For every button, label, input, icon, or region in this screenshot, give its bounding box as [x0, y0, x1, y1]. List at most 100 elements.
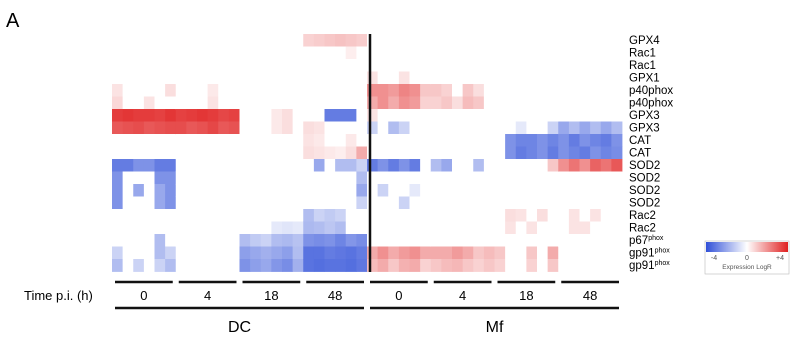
heatmap-cell [271, 34, 283, 47]
heatmap-cell [356, 34, 368, 47]
heatmap-cell [250, 46, 262, 60]
heatmap-cell [505, 246, 517, 260]
heatmap-cell [441, 221, 453, 235]
heatmap-cell [207, 71, 219, 85]
heatmap-cell [250, 121, 262, 135]
heatmap-cell [547, 84, 559, 97]
heatmap-cell [228, 171, 240, 185]
heatmap-cell [313, 159, 325, 172]
heatmap-cell [154, 221, 166, 235]
heatmap-cell [494, 259, 506, 272]
heatmap-cell [313, 34, 325, 47]
heatmap-cell [462, 209, 474, 222]
heatmap-cell [590, 121, 602, 135]
heatmap-cell [611, 184, 623, 197]
heatmap-cell [218, 96, 230, 110]
heatmap-cell [526, 159, 538, 172]
heatmap-cell [409, 159, 421, 172]
heatmap-cell [186, 84, 198, 97]
heatmap-cell [112, 259, 124, 272]
heatmap-cell [367, 246, 379, 260]
heatmap-cell [515, 121, 527, 135]
heatmap-cell [228, 59, 240, 72]
heatmap-cell [590, 146, 602, 160]
heatmap-cell [505, 121, 517, 135]
heatmap-cell [526, 184, 538, 197]
heatmap-cell [228, 196, 240, 210]
heatmap-cell [505, 59, 517, 72]
heatmap-cell [568, 209, 580, 222]
heatmap-cell [122, 234, 134, 247]
heatmap-cell [197, 96, 209, 110]
heatmap-cell [430, 134, 442, 147]
heatmap-cell [473, 246, 485, 260]
heatmap-cell [526, 171, 538, 185]
heatmap-cell [154, 209, 166, 222]
heatmap-cell [271, 246, 283, 260]
heatmap-cell [441, 184, 453, 197]
heatmap-cell [558, 259, 570, 272]
heatmap-cell [260, 234, 272, 247]
heatmap-cell [250, 71, 262, 85]
heatmap-cell [568, 259, 580, 272]
heatmap-cell [165, 184, 177, 197]
heatmap-cell [133, 196, 145, 210]
heatmap-cell [218, 246, 230, 260]
heatmap-cell [558, 109, 570, 122]
heatmap-cell [526, 34, 538, 47]
heatmap-cell [218, 159, 230, 172]
heatmap-cell [547, 221, 559, 235]
heatmap-cell [345, 96, 357, 110]
heatmap-cell [197, 171, 209, 185]
heatmap-cell [154, 71, 166, 85]
heatmap-cell [133, 184, 145, 197]
heatmap-cell [398, 96, 410, 110]
heatmap-cell [133, 246, 145, 260]
heatmap-cell [303, 71, 315, 85]
heatmap-cell [398, 209, 410, 222]
heatmap-cell [462, 159, 474, 172]
heatmap-cell [282, 246, 294, 260]
heatmap-cell [324, 71, 336, 85]
heatmap-cell [462, 196, 474, 210]
heatmap-cell [292, 96, 304, 110]
heatmap-cell [143, 259, 155, 272]
heatmap-cell [324, 84, 336, 97]
heatmap-cell [271, 171, 283, 185]
heatmap-cell [590, 171, 602, 185]
heatmap-cell [367, 146, 379, 160]
heatmap-cell [462, 71, 474, 85]
heatmap-cell [579, 46, 591, 60]
heatmap-cell [228, 159, 240, 172]
heatmap-cell [600, 59, 612, 72]
heatmap-cell [239, 196, 251, 210]
colorbar-tick-label: 0 [745, 255, 749, 262]
heatmap-cell [462, 221, 474, 235]
heatmap-cell [558, 159, 570, 172]
heatmap-cell [494, 159, 506, 172]
heatmap-cell [515, 146, 527, 160]
heatmap-cell [154, 259, 166, 272]
heatmap-cell [292, 121, 304, 135]
heatmap-cell [611, 59, 623, 72]
heatmap-cell [112, 221, 124, 235]
heatmap-cell [377, 34, 389, 47]
heatmap-cell [420, 146, 432, 160]
heatmap-cell [303, 196, 315, 210]
heatmap-cell [356, 59, 368, 72]
heatmap-cell [282, 109, 294, 122]
heatmap-cell [483, 184, 495, 197]
heatmap-cell [483, 134, 495, 147]
heatmap-cell [537, 146, 549, 160]
heatmap-cell [611, 171, 623, 185]
heatmap-cell [239, 121, 251, 135]
heatmap-cell [292, 159, 304, 172]
heatmap-cell [165, 34, 177, 47]
heatmap-cell [568, 246, 580, 260]
heatmap-cell [398, 184, 410, 197]
heatmap-cell [462, 46, 474, 60]
heatmap-cell [313, 184, 325, 197]
heatmap-cell [207, 109, 219, 122]
heatmap-cell [473, 71, 485, 85]
heatmap-cell [558, 46, 570, 60]
